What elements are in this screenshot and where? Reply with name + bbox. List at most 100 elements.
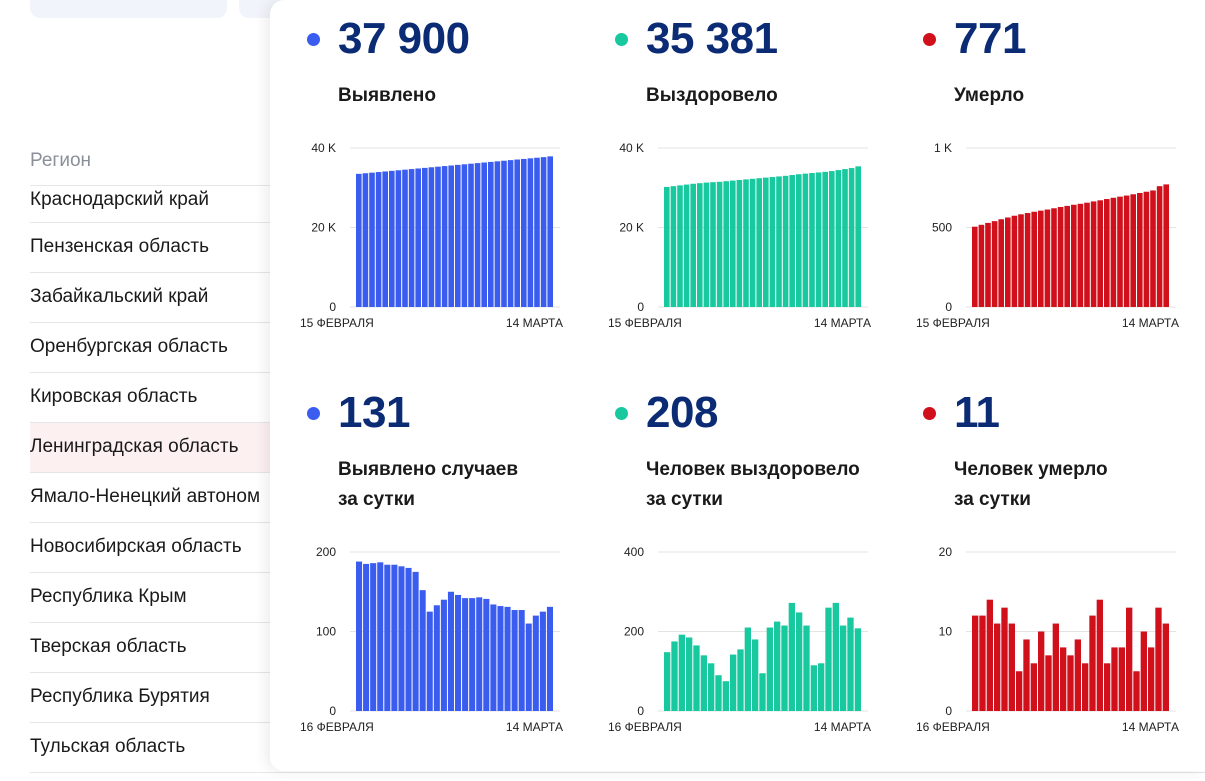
bar — [743, 179, 749, 307]
bar — [671, 641, 678, 711]
bar — [539, 611, 546, 712]
bar — [985, 222, 991, 307]
bar — [1097, 200, 1103, 307]
recovered-total-label: Выздоровело — [646, 81, 778, 111]
region-row[interactable]: Пензенская область — [30, 222, 290, 272]
bar — [693, 645, 700, 711]
region-row[interactable]: Забайкальский край — [30, 272, 290, 322]
bar — [546, 606, 553, 711]
region-stats-panel: 37 900 Выявлено 35 381 Выздоровело 771 Умерло… — [270, 0, 1205, 771]
bar — [540, 157, 547, 307]
bar — [1024, 213, 1031, 307]
deaths-daily-value: 11 — [954, 388, 1000, 437]
region-row[interactable]: Тверская область — [30, 622, 290, 672]
bar — [855, 166, 861, 307]
bar — [395, 170, 402, 307]
y-tick-label: 0 — [329, 300, 336, 314]
label-line: Выздоровело — [646, 85, 778, 106]
bar — [752, 639, 759, 711]
y-tick-label: 10 — [939, 625, 953, 639]
bar — [412, 571, 419, 712]
bar — [377, 562, 384, 711]
region-row[interactable]: Республика Бурятия — [30, 672, 290, 722]
bar — [382, 171, 388, 307]
filter-tab-1[interactable] — [30, 0, 227, 18]
bar — [369, 172, 375, 307]
recovered-total-value: 35 381 — [646, 14, 778, 63]
bar — [810, 665, 817, 711]
bar — [848, 168, 855, 307]
bar — [986, 599, 993, 711]
region-name: Республика Бурятия — [30, 686, 210, 707]
region-row[interactable]: Краснодарский край — [30, 185, 290, 222]
label-line: Выявлено — [338, 85, 436, 106]
bar — [398, 566, 405, 711]
legend-dot — [615, 407, 628, 420]
bar — [769, 177, 776, 307]
bar — [710, 182, 716, 307]
region-row[interactable]: Тульская область — [30, 722, 290, 772]
bar — [1031, 211, 1037, 307]
bar — [1163, 184, 1169, 307]
bar — [1089, 615, 1096, 711]
region-name: Краснодарский край — [30, 189, 209, 210]
bar — [1104, 663, 1111, 711]
bar — [664, 186, 670, 307]
region-row[interactable]: Кировская область — [30, 372, 290, 422]
bar — [744, 627, 751, 711]
bar — [842, 169, 848, 307]
detected-daily-value: 131 — [338, 388, 410, 437]
bar — [426, 611, 433, 712]
region-name: Новосибирская область — [30, 536, 242, 557]
bar — [494, 161, 501, 307]
bar — [686, 637, 693, 711]
y-tick-label: 20 K — [311, 221, 336, 235]
region-name: Ямало-Ненецкий автоном — [30, 486, 261, 507]
x-end-label: 14 МАРТА — [814, 316, 871, 330]
deaths-daily-label: Человек умерло за сутки — [954, 455, 1108, 515]
legend-dot — [923, 33, 936, 46]
bar — [664, 652, 671, 711]
bar — [525, 623, 532, 711]
y-tick-label: 20 — [939, 545, 953, 559]
region-row[interactable]: Ленинградская область — [30, 422, 290, 472]
bar — [776, 176, 782, 307]
label-line: за сутки — [338, 489, 415, 510]
y-tick-label: 40 K — [311, 141, 336, 155]
bar — [534, 157, 540, 307]
recovered-daily-value: 208 — [646, 388, 718, 437]
bar — [994, 623, 1001, 711]
region-row[interactable]: Республика Крым — [30, 572, 290, 622]
region-row[interactable]: Ямало-Ненецкий автоном — [30, 472, 290, 522]
y-tick-label: 0 — [637, 300, 644, 314]
bar — [363, 563, 370, 711]
bar — [803, 625, 810, 711]
y-tick-label: 200 — [316, 545, 336, 559]
bar — [737, 649, 744, 711]
bar — [1110, 197, 1117, 307]
detected-total-label: Выявлено — [338, 81, 436, 111]
bar — [391, 564, 398, 711]
bar — [1023, 639, 1030, 711]
bar — [384, 564, 391, 711]
bar — [448, 165, 454, 307]
bar — [474, 163, 481, 307]
bar — [488, 161, 494, 307]
bar — [998, 219, 1004, 307]
bar — [1156, 186, 1163, 307]
bar-chart-deaths-total: 0 500 1 K 15 ФЕВРАЛЯ 14 МАРТА — [916, 141, 1179, 330]
legend-dot — [307, 407, 320, 420]
bar — [462, 598, 469, 711]
bar — [389, 170, 395, 307]
bar — [1126, 607, 1133, 711]
label-line: за сутки — [954, 489, 1031, 510]
bar — [1150, 190, 1156, 307]
bar-chart-recovered-daily: 0 200 400 16 ФЕВРАЛЯ 14 МАРТА — [608, 545, 871, 734]
region-row[interactable]: Новосибирская область — [30, 522, 290, 572]
region-name: Забайкальский край — [30, 286, 209, 307]
region-row[interactable]: Оренбургская область — [30, 322, 290, 372]
bar — [678, 634, 685, 711]
bar — [375, 172, 382, 307]
bar — [1030, 663, 1037, 711]
region-name: Республика Крым — [30, 586, 187, 607]
